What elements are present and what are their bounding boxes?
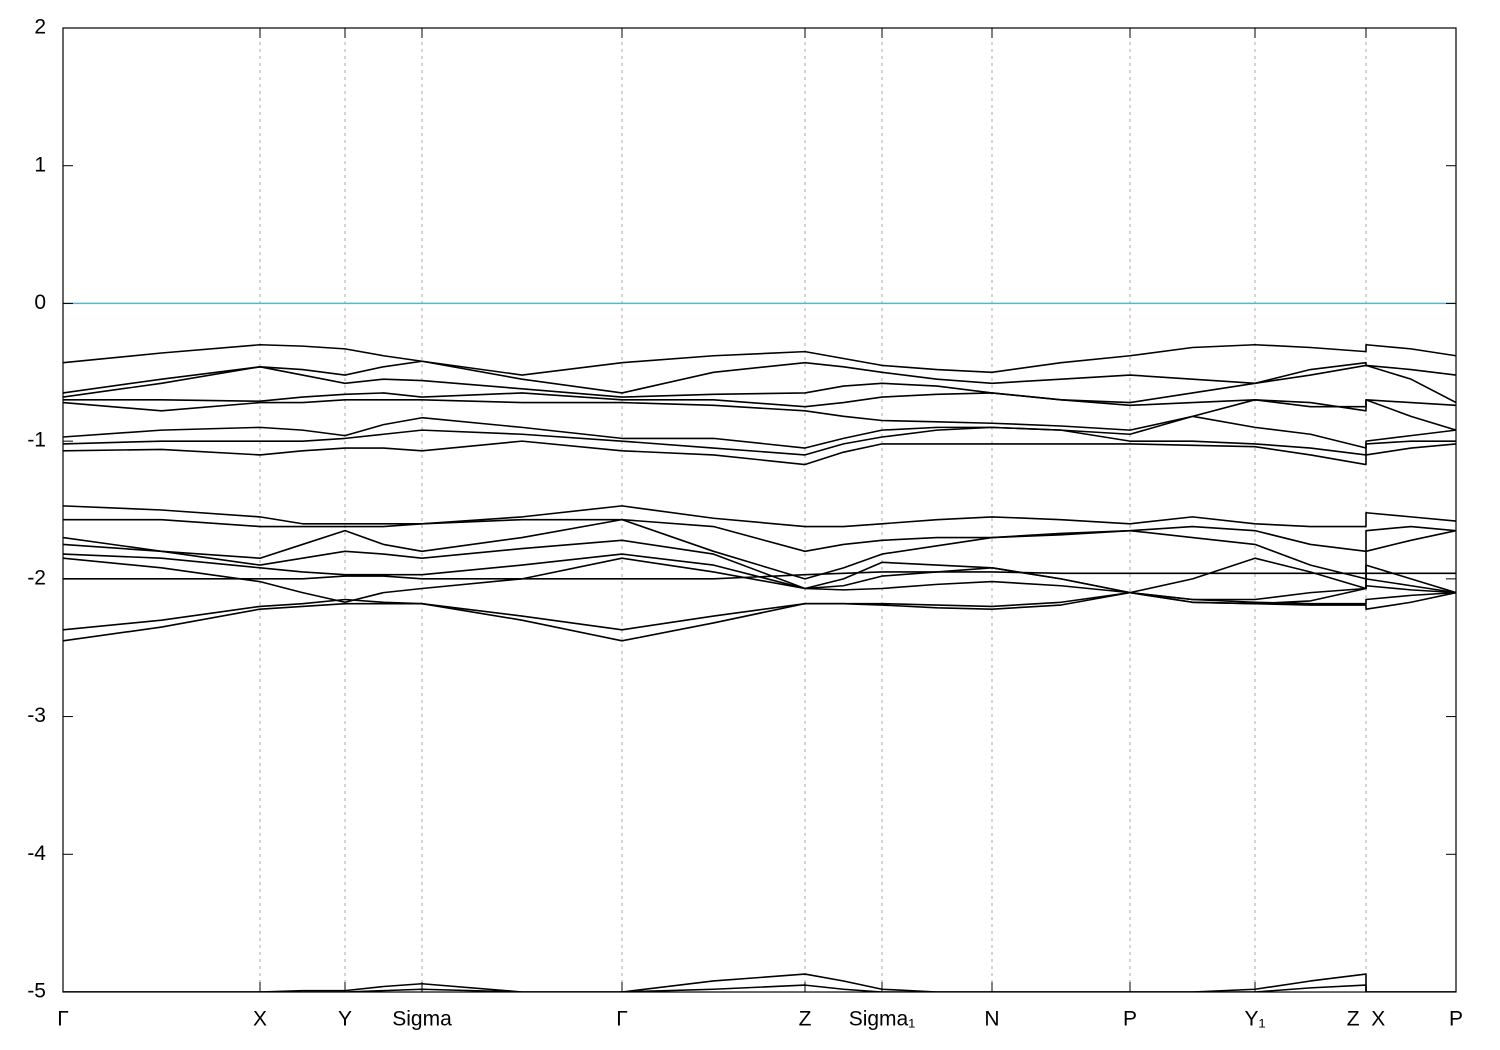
x-tick-label: Y₁ [1244, 1008, 1265, 1031]
y-tick-label: -4 [27, 842, 46, 865]
x-tick-label: P [1123, 1008, 1137, 1031]
y-tick-label: -3 [27, 704, 46, 727]
band-line [63, 591, 1456, 642]
plot-frame [62, 27, 1457, 993]
band-line [63, 399, 1456, 431]
x-tick-label: Z X [1347, 1008, 1386, 1031]
band-line [63, 973, 1456, 992]
x-tick-label: Γ [616, 1008, 628, 1031]
band-line [63, 426, 1456, 456]
y-tick-label: 1 [34, 153, 46, 176]
y-tick-label: 2 [34, 16, 46, 39]
y-tick-label: -5 [27, 980, 46, 1003]
band-line [63, 343, 1456, 376]
band-line [63, 553, 1456, 601]
band-line [63, 360, 1456, 394]
x-tick-label: Sigma [392, 1008, 452, 1031]
band-line [63, 539, 1456, 594]
band-line [63, 505, 1456, 528]
band-line [63, 984, 1456, 992]
x-tick-label: Y [338, 1008, 352, 1031]
band-line [63, 392, 1456, 408]
plot-area [63, 302, 1456, 992]
x-tick-label: Sigma₁ [849, 1008, 916, 1031]
x-tick-label: Γ [57, 1008, 69, 1031]
x-tick-label: N [984, 1008, 999, 1031]
y-tick-label: 0 [34, 291, 46, 314]
band-line [63, 415, 1456, 449]
y-tick-label: -2 [27, 566, 46, 589]
y-tick-label: -1 [27, 429, 46, 452]
band-line [63, 571, 1456, 580]
band-line [63, 518, 1456, 580]
band-line [63, 440, 1456, 466]
band-line [63, 518, 1456, 553]
axes: -5 -4 -3 -2 -1 0 1 2 Γ X Y Sigma Γ Z Sigma₁ N P Y₁ Z X P [27, 16, 1463, 1031]
x-tick-label: P [1449, 1008, 1463, 1031]
x-tick-label: Z [799, 1008, 812, 1031]
x-tick-label: X [253, 1008, 267, 1031]
band-line [63, 364, 1456, 404]
